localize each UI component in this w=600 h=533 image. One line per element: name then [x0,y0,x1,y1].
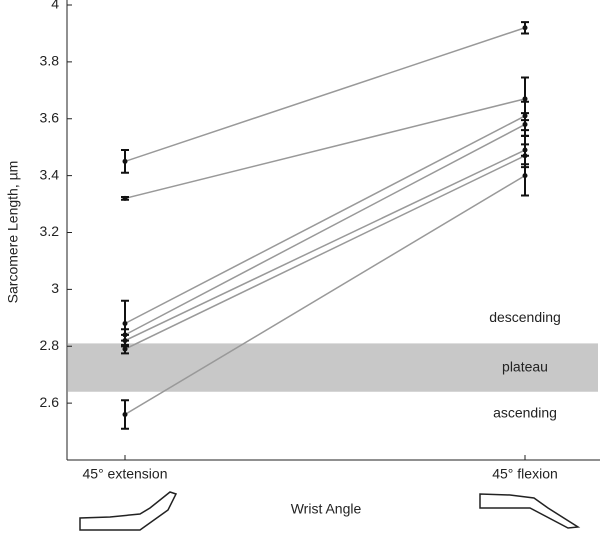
data-point [122,346,128,352]
data-point [122,338,128,344]
x-tick-label: 45° extension [83,466,168,482]
y-tick-label: 3.2 [40,223,60,239]
annotation: plateau [502,358,548,374]
series-line [124,115,526,325]
y-tick-label: 4 [51,0,59,12]
annotation: ascending [493,404,557,420]
plateau-band [68,343,598,392]
x-tick-label: 45° flexion [492,466,558,482]
series-line [124,155,526,350]
arm-icon-extension [79,491,178,531]
y-tick-label: 3.4 [40,166,60,182]
y-tick-label: 2.8 [40,337,60,353]
series-line [124,98,526,200]
x-axis-label: Wrist Angle [291,501,362,517]
y-tick-label: 2.6 [40,394,60,410]
series-line [124,149,526,342]
data-point [122,158,128,164]
y-tick-label: 3.6 [40,109,60,125]
series-line [124,174,526,416]
data-point [122,321,128,326]
arm-icon-flexion [479,493,581,529]
data-point [522,121,528,127]
data-point [122,195,128,201]
data-point [522,25,528,31]
annotation: descending [489,309,561,325]
data-point [122,412,128,417]
y-tick-label: 3.8 [40,53,60,69]
y-axis-label: Sarcomere Length, µm [5,161,21,304]
series-line [124,123,526,336]
series-line [124,27,526,163]
y-tick-label: 3 [51,280,59,296]
data-point [522,96,528,102]
data-point [522,173,528,179]
